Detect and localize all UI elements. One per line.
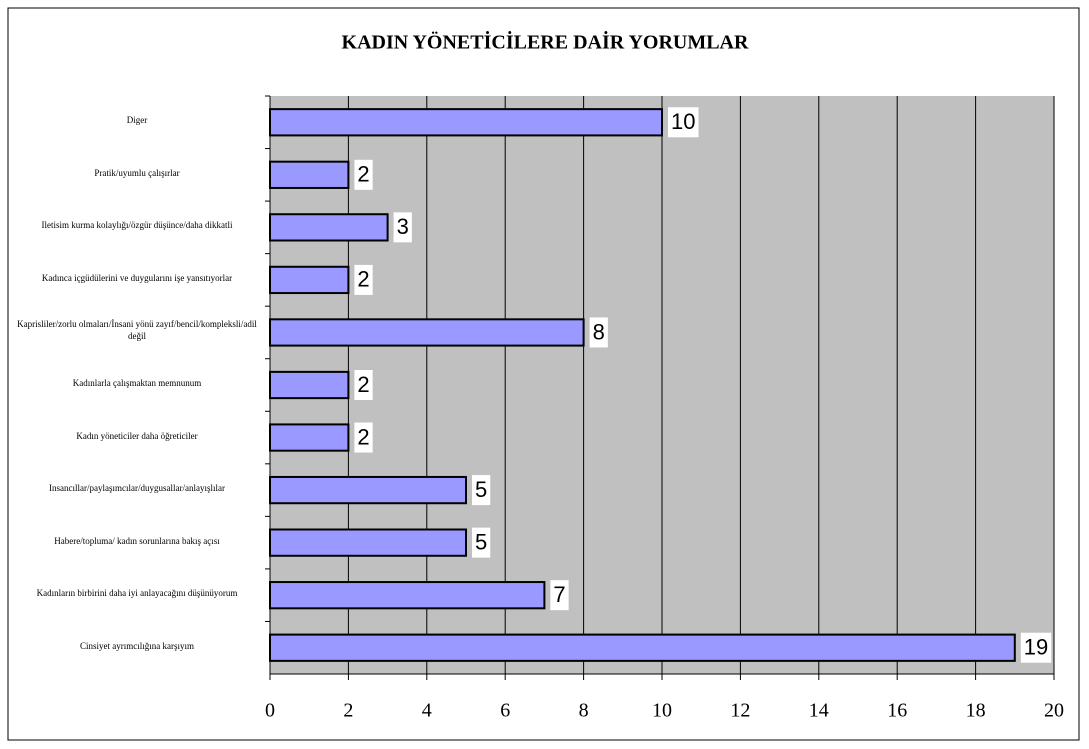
data-label: 7 <box>553 582 565 607</box>
x-tick-label: 2 <box>343 700 353 722</box>
y-tick-label: Kadın yöneticiler daha öğreticiler <box>76 430 198 441</box>
y-tick-label: Iletisim kurma kolaylığı/özgür düşünce/d… <box>41 220 233 231</box>
bar <box>269 633 1016 662</box>
y-tick-label: Habere/topluma/ kadın sorunlarına bakış … <box>54 535 220 546</box>
data-label-bg <box>472 475 491 506</box>
y-tick-label: Kadınca içgüdülerini ve duygularını işe … <box>41 272 233 283</box>
bar <box>269 213 389 242</box>
data-label: 2 <box>357 162 369 187</box>
data-label-bg <box>550 580 569 611</box>
data-label: 2 <box>357 424 369 449</box>
x-tick-label: 4 <box>422 700 432 722</box>
bar <box>269 108 663 137</box>
bar <box>269 475 467 505</box>
data-label: 2 <box>357 372 369 397</box>
x-tick-label: 6 <box>500 700 510 722</box>
x-tick-label: 16 <box>887 700 907 722</box>
data-label-bg <box>354 422 373 453</box>
x-tick-label: 8 <box>579 700 589 722</box>
x-tick-label: 10 <box>652 700 672 722</box>
y-tick-label: Pratik/uyumlu çalışırlar <box>94 167 180 178</box>
bar <box>269 370 350 400</box>
y-tick-label: Kadınların birbirini daha iyi anlayacağı… <box>36 588 238 599</box>
bar <box>269 528 467 557</box>
bar <box>269 265 350 295</box>
x-tick-label: 0 <box>265 700 275 722</box>
bar <box>269 318 585 347</box>
y-tick-label: Insancıllar/paylaşımcılar/duygusallar/an… <box>49 483 225 494</box>
data-label: 19 <box>1024 635 1048 660</box>
data-label-bg <box>472 527 491 558</box>
data-label-bg <box>668 107 699 138</box>
data-label: 10 <box>671 109 695 134</box>
x-tick-label: 12 <box>730 700 750 722</box>
data-label-bg <box>354 159 373 190</box>
y-tick-label: Cinsiyet ayrımcılığına karşıyım <box>80 640 194 651</box>
data-label: 2 <box>357 267 369 292</box>
x-tick-label: 20 <box>1044 700 1064 722</box>
y-tick-label: Kaprisliler/zorlu olmaları/İnsani yönü z… <box>17 319 257 342</box>
data-label: 8 <box>593 319 605 344</box>
data-label-bg <box>393 212 412 243</box>
data-label-bg <box>1020 632 1052 663</box>
data-label-bg <box>589 317 608 348</box>
data-label: 3 <box>397 214 409 239</box>
chart-title: KADIN YÖNETİCİLERE DAİR YORUMLAR <box>342 30 749 54</box>
bar <box>269 160 350 189</box>
data-label-bg <box>354 264 373 295</box>
bar <box>269 423 350 452</box>
x-tick-label: 14 <box>809 700 829 722</box>
data-label-bg <box>354 370 373 400</box>
y-tick-label: Diger <box>126 115 148 126</box>
y-tick-label: Kadınlarla çalışmaktan memnunum <box>72 378 202 388</box>
data-label: 5 <box>475 529 487 554</box>
x-tick-label: 18 <box>966 700 986 722</box>
data-label: 5 <box>475 477 487 502</box>
bar <box>269 581 546 610</box>
